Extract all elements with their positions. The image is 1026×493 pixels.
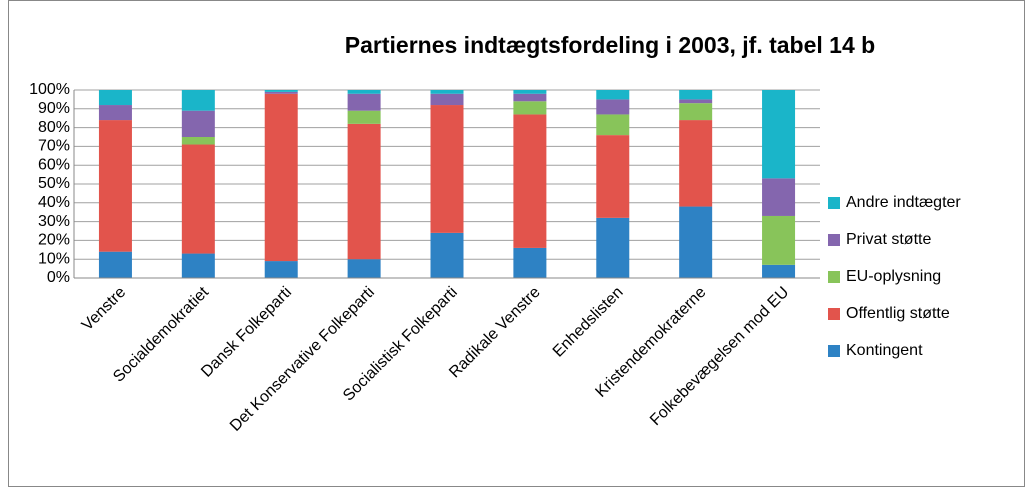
bar-segment	[264, 90, 298, 92]
bar-segment	[679, 90, 713, 100]
bar-segment	[264, 261, 298, 278]
bar-segment	[181, 144, 215, 254]
bar-segment	[264, 91, 298, 94]
chart-title: Partiernes indtægtsfordeling i 2003, jf.…	[345, 32, 875, 58]
bar-segment	[264, 93, 298, 262]
bar-segment	[181, 110, 215, 137]
legend-swatch	[828, 345, 840, 357]
bar-segment	[181, 137, 215, 145]
y-tick-label: 90%	[38, 100, 70, 117]
bar-segment	[181, 253, 215, 278]
bar-segment	[98, 105, 132, 121]
legend-label: Offentlig støtte	[846, 305, 950, 322]
legend-label: Andre indtægter	[846, 194, 961, 211]
bar-segment	[679, 206, 713, 278]
bar-segment	[596, 90, 630, 100]
legend-swatch	[828, 197, 840, 209]
bar-segment	[513, 114, 547, 248]
bar-segment	[513, 101, 547, 115]
bar-segment	[679, 103, 713, 121]
y-tick-label: 40%	[38, 194, 70, 211]
y-tick-label: 20%	[38, 232, 70, 249]
y-tick-label: 60%	[38, 156, 70, 173]
bar-segment	[762, 264, 796, 278]
bar-segment	[347, 90, 381, 94]
bar-segment	[430, 105, 464, 233]
bar-segment	[513, 90, 547, 94]
bar-segment	[679, 99, 713, 104]
bar-segment	[347, 123, 381, 260]
bar-segment	[679, 120, 713, 207]
bar-segment	[347, 93, 381, 111]
bar-segment	[430, 93, 464, 106]
bar-segment	[98, 120, 132, 252]
y-tick-label: 80%	[38, 119, 70, 136]
y-tick-label: 50%	[38, 175, 70, 192]
legend-swatch	[828, 271, 840, 283]
legend-label: EU-oplysning	[846, 268, 941, 285]
legend-label: Kontingent	[846, 342, 923, 359]
bar-segment	[762, 215, 796, 265]
bar-segment	[596, 135, 630, 218]
bar-segment	[430, 90, 464, 94]
y-tick-label: 10%	[38, 250, 70, 267]
y-tick-label: 70%	[38, 138, 70, 155]
legend-label: Privat støtte	[846, 231, 931, 248]
bar-segment	[347, 110, 381, 124]
y-tick-label: 30%	[38, 213, 70, 230]
bar-segment	[596, 99, 630, 115]
bar-segment	[181, 90, 215, 111]
bar-segment	[98, 251, 132, 278]
bar-segment	[596, 114, 630, 136]
legend-swatch	[828, 308, 840, 320]
bar-segment	[347, 259, 381, 278]
bar-segment	[513, 247, 547, 278]
bar-segment	[762, 90, 796, 179]
bar-segment	[596, 217, 630, 278]
y-tick-label: 100%	[29, 81, 70, 98]
bar-segment	[98, 90, 132, 106]
y-tick-label: 0%	[47, 269, 70, 286]
bar-segment	[430, 232, 464, 278]
legend-swatch	[828, 234, 840, 246]
bar-segment	[762, 178, 796, 216]
bar-segment	[513, 93, 547, 102]
